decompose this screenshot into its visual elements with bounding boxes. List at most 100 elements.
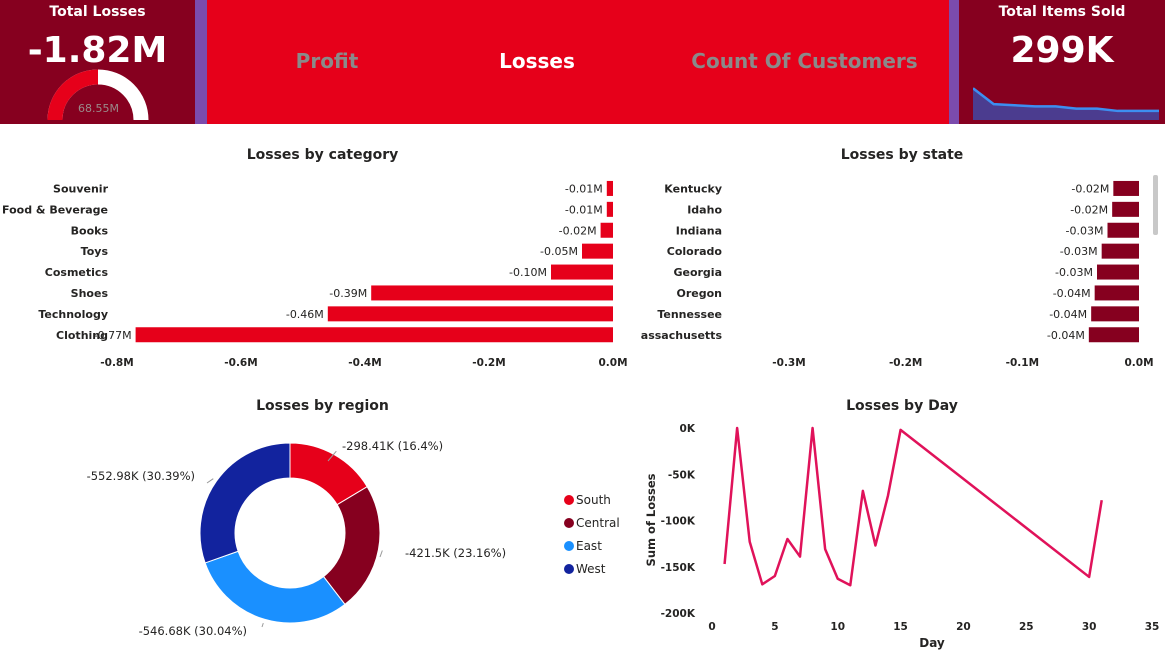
category-data-label: -0.46M — [286, 308, 324, 321]
category-category-label: Clothing — [56, 329, 108, 342]
category-data-label: -0.77M — [94, 329, 132, 342]
category-bar-chart: Souvenir -0.01M Food & Beverage -0.01M Books… — [2, 180, 628, 369]
items-sparkline — [973, 87, 1159, 120]
category-data-label: -0.01M — [565, 203, 603, 216]
category-bar[interactable] — [606, 201, 613, 217]
state-data-label: -0.04M — [1049, 308, 1087, 321]
legend-label[interactable]: West — [576, 562, 606, 576]
category-xtick: -0.6M — [224, 357, 257, 369]
state-category-label: Tennessee — [657, 308, 722, 321]
legend-marker — [564, 564, 574, 574]
state-bar[interactable] — [1097, 264, 1139, 280]
region-slice-west[interactable] — [199, 442, 291, 564]
sparkline-line — [973, 87, 1159, 113]
state-data-label: -0.03M — [1066, 224, 1104, 237]
category-data-label: -0.10M — [509, 266, 547, 279]
state-data-label: -0.02M — [1071, 182, 1109, 195]
category-bar[interactable] — [582, 243, 613, 259]
category-bar[interactable] — [327, 306, 613, 322]
page-navigator: Profit Losses Count Of Customers — [207, 0, 949, 124]
state-bar[interactable] — [1112, 201, 1139, 217]
region-data-label: -552.98K (30.39%) — [87, 469, 195, 483]
state-bar[interactable] — [1088, 327, 1139, 343]
category-bar[interactable] — [606, 180, 613, 196]
state-xtick: -0.1M — [1006, 357, 1039, 369]
day-ytick: -100K — [661, 516, 696, 528]
total-losses-card: Total Losses -1.82M 68.55M — [0, 0, 195, 124]
category-bar[interactable] — [551, 264, 613, 280]
region-slice-east[interactable] — [204, 550, 346, 624]
total-items-title: Total Items Sold — [998, 4, 1126, 20]
category-category-label: Toys — [81, 245, 109, 258]
state-category-label: Georgia — [673, 266, 722, 279]
category-chart-title: Losses by category — [246, 147, 399, 163]
legend-label[interactable]: South — [576, 493, 611, 507]
tab-losses[interactable]: Losses — [499, 49, 575, 73]
region-slice-central[interactable] — [322, 486, 381, 606]
region-leader-line — [379, 550, 383, 558]
region-leader-line — [206, 478, 214, 484]
day-series-line[interactable] — [723, 426, 1103, 587]
state-data-label: -0.04M — [1047, 329, 1085, 342]
region-data-label: -546.68K (30.04%) — [139, 624, 247, 638]
category-data-label: -0.05M — [540, 245, 578, 258]
gauge-fill — [47, 69, 99, 121]
category-xtick: -0.8M — [100, 357, 133, 369]
region-data-label: -421.5K (23.16%) — [405, 546, 506, 560]
category-category-label: Cosmetics — [45, 266, 109, 279]
state-bar[interactable] — [1094, 285, 1139, 301]
category-bar[interactable] — [371, 285, 613, 301]
state-bar-chart: Kentucky -0.02M Idaho -0.02M Indiana -0.03M Co… — [640, 175, 1158, 369]
category-xtick: -0.4M — [348, 357, 381, 369]
state-xtick: -0.2M — [889, 357, 922, 369]
state-category-label: Indiana — [676, 224, 722, 237]
total-items-sold-card: Total Items Sold 299K — [959, 0, 1165, 124]
day-xtick: 35 — [1145, 621, 1160, 633]
state-data-label: -0.03M — [1060, 245, 1098, 258]
legend-marker — [564, 518, 574, 528]
category-bar[interactable] — [600, 222, 613, 238]
legend-label[interactable]: East — [576, 539, 602, 553]
state-bar[interactable] — [1101, 243, 1139, 259]
region-chart-title: Losses by region — [256, 398, 389, 414]
state-data-label: -0.02M — [1070, 203, 1108, 216]
category-data-label: -0.39M — [329, 287, 367, 300]
total-items-value: 299K — [1010, 30, 1114, 71]
total-losses-gauge — [47, 69, 149, 121]
category-bar[interactable] — [135, 327, 613, 343]
day-line-chart: 0K -50K -100K -150K -200K 0 5 10 15 20 25 30 35 Day Su… — [644, 423, 1160, 650]
tab-count-of-customers[interactable]: Count Of Customers — [691, 49, 918, 73]
region-leader-line — [261, 622, 264, 628]
header-divider-left — [195, 0, 207, 124]
day-ytick: -150K — [661, 562, 696, 574]
state-data-label: -0.04M — [1053, 287, 1091, 300]
state-bar[interactable] — [1091, 306, 1139, 322]
region-donut-chart: -298.41K (16.4%) -421.5K (23.16%) -546.68K… — [87, 439, 620, 638]
category-xtick: 0.0M — [598, 357, 627, 369]
day-x-axis-title: Day — [919, 636, 945, 650]
day-xtick: 20 — [956, 621, 971, 633]
day-ytick: -50K — [668, 469, 696, 481]
total-losses-title: Total Losses — [49, 4, 146, 20]
state-scrollbar[interactable] — [1153, 175, 1158, 235]
state-category-label: Oregon — [677, 287, 723, 300]
legend-label[interactable]: Central — [576, 516, 620, 530]
state-xtick: 0.0M — [1124, 357, 1153, 369]
state-category-label: Idaho — [687, 203, 722, 216]
day-xtick: 15 — [893, 621, 908, 633]
total-losses-value: -1.82M — [27, 30, 168, 71]
state-bar[interactable] — [1107, 222, 1140, 238]
day-ytick: -200K — [661, 608, 696, 620]
day-chart-title: Losses by Day — [846, 398, 958, 414]
region-data-label: -298.41K (16.4%) — [342, 439, 443, 453]
tab-profit[interactable]: Profit — [295, 49, 359, 73]
legend-marker — [564, 495, 574, 505]
legend-marker — [564, 541, 574, 551]
state-data-label: -0.03M — [1055, 266, 1093, 279]
category-category-label: Technology — [38, 308, 108, 321]
category-category-label: Food & Beverage — [2, 203, 108, 216]
day-xtick: 0 — [708, 621, 715, 633]
state-bar[interactable] — [1113, 180, 1139, 196]
sparkline-area — [973, 88, 1159, 120]
